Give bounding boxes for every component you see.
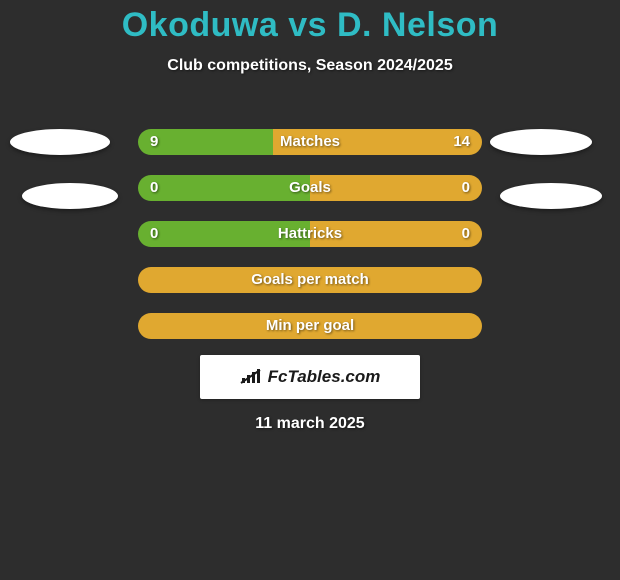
stat-row-goals: 0 Goals 0 bbox=[138, 175, 482, 201]
attribution-badge: FcTables.com bbox=[200, 355, 420, 399]
stat-row-hattricks: 0 Hattricks 0 bbox=[138, 221, 482, 247]
stat-row-matches: 9 Matches 14 bbox=[138, 129, 482, 155]
stat-row-right-fill bbox=[310, 221, 482, 247]
team-right-logo-2 bbox=[500, 183, 602, 209]
stat-value-left: 0 bbox=[150, 175, 158, 201]
team-right-logo-1 bbox=[490, 129, 592, 155]
stat-value-right: 0 bbox=[462, 175, 470, 201]
date-label: 11 march 2025 bbox=[0, 415, 620, 433]
team-left-logo-2 bbox=[22, 183, 118, 209]
page-subtitle: Club competitions, Season 2024/2025 bbox=[0, 57, 620, 75]
team-left-logo-1 bbox=[10, 129, 110, 155]
page-title: Okoduwa vs D. Nelson bbox=[0, 6, 620, 45]
stat-row-right-fill bbox=[273, 129, 482, 155]
stat-row-right-fill bbox=[310, 175, 482, 201]
stat-value-left: 0 bbox=[150, 221, 158, 247]
stat-row-right-fill bbox=[138, 267, 482, 293]
stat-value-left: 9 bbox=[150, 129, 158, 155]
stat-row-right-fill bbox=[138, 313, 482, 339]
stat-value-right: 0 bbox=[462, 221, 470, 247]
attribution-label: FcTables.com bbox=[268, 367, 381, 387]
stat-row-left-fill bbox=[138, 221, 310, 247]
stat-value-right: 14 bbox=[453, 129, 470, 155]
barchart-icon bbox=[240, 366, 262, 389]
stat-row-min-per-goal: Min per goal bbox=[138, 313, 482, 339]
attribution-text: FcTables.com bbox=[240, 366, 381, 389]
stat-row-goals-per-match: Goals per match bbox=[138, 267, 482, 293]
stat-row-left-fill bbox=[138, 175, 310, 201]
